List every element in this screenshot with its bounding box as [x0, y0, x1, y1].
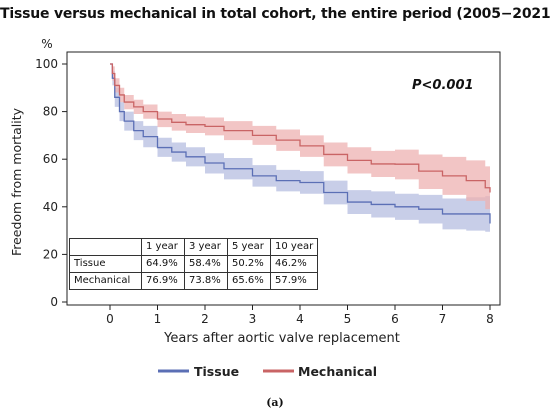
- axes: 0 20 40 60 80 100 0 1 2 3 4 5 6 7 8: [35, 51, 501, 326]
- table-corner-cell: [69, 238, 142, 256]
- y-axis-label: Freedom from mortality: [9, 107, 24, 256]
- table-cell: 57.9%: [269, 272, 319, 290]
- x-tick-label: 6: [391, 312, 399, 326]
- plot-frame: [66, 51, 501, 306]
- y-tick-label: 0: [50, 295, 58, 309]
- table-cell: 73.8%: [184, 272, 228, 290]
- x-tick-label: 0: [106, 312, 114, 326]
- table-row-label: Mechanical: [69, 272, 142, 290]
- table-column-header: 1 year: [141, 238, 185, 256]
- table-row-label: Tissue: [69, 255, 142, 273]
- x-tick-label: 4: [296, 312, 304, 326]
- y-tick-label: 100: [35, 57, 58, 71]
- legend: Tissue Mechanical: [158, 364, 377, 379]
- x-tick-label: 1: [154, 312, 162, 326]
- x-tick-label: 7: [439, 312, 447, 326]
- table-row: Tissue 64.9% 58.4% 50.2% 46.2%: [69, 255, 319, 273]
- confidence-bands: [110, 64, 490, 241]
- mechanical-legend-label: Mechanical: [298, 364, 377, 379]
- x-tick-label: 3: [249, 312, 257, 326]
- p-value-annotation: P<0.001: [412, 78, 474, 93]
- table-header-row: 1 year 3 year 5 year 10 year: [69, 238, 319, 256]
- table-row: Mechanical 76.9% 73.8% 65.6% 57.9%: [69, 272, 319, 290]
- mechanical-confidence-band: [110, 64, 490, 214]
- table-cell: 65.6%: [227, 272, 271, 290]
- table-cell: 64.9%: [141, 255, 185, 273]
- mechanical-survival-line: [110, 63, 491, 193]
- y-tick-label: 80: [43, 105, 58, 119]
- figure-caption: (a): [266, 396, 284, 409]
- table-column-header: 3 year: [184, 238, 228, 256]
- y-tick-label: 20: [43, 247, 58, 261]
- table-column-header: 5 year: [227, 238, 271, 256]
- y-tick-label: 60: [43, 152, 58, 166]
- table-column-header: 10 year: [269, 238, 319, 256]
- x-tick-label: 5: [344, 312, 352, 326]
- x-tick-label: 8: [486, 312, 494, 326]
- chart-title: Tissue versus mechanical in total cohort…: [0, 6, 550, 22]
- table-cell: 76.9%: [141, 272, 185, 290]
- y-unit-label: %: [41, 37, 52, 51]
- survival-plot: 0 20 40 60 80 100 0 1 2 3 4 5 6 7 8 % Freedom from mor…: [9, 37, 501, 379]
- survival-curves: [110, 63, 491, 224]
- tissue-confidence-band: [110, 64, 490, 241]
- tissue-legend-label: Tissue: [194, 364, 239, 379]
- tissue-survival-line: [110, 63, 491, 224]
- table-cell: 58.4%: [184, 255, 228, 273]
- x-tick-label: 2: [201, 312, 209, 326]
- table-cell: 50.2%: [227, 255, 271, 273]
- x-axis-label: Years after aortic valve replacement: [163, 331, 400, 346]
- survival-rate-table: 1 year 3 year 5 year 10 year Tissue 64.9% 58.4…: [69, 238, 319, 290]
- table-cell: 46.2%: [269, 255, 319, 273]
- y-tick-label: 40: [43, 200, 58, 214]
